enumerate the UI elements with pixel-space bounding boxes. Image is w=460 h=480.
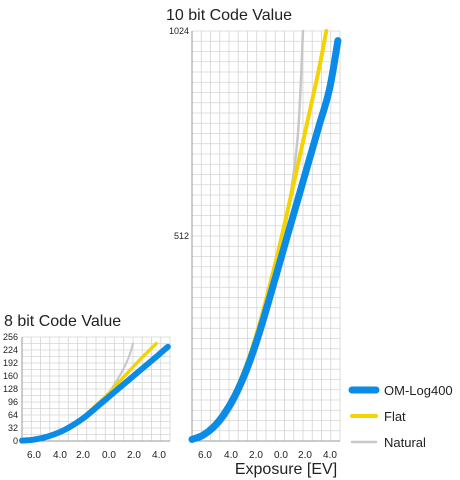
small-series-line-om-log400: [19, 343, 171, 444]
small-x-tick-label: 4.0: [53, 450, 67, 461]
large-x-tick-label: 4.0: [323, 450, 337, 461]
large-chart: 1024 512 6.0 4.0 2.0 0.0 2.0 4.0: [169, 26, 342, 461]
small-x-tick-label: 0.0: [102, 450, 116, 461]
small-y-tick-label: 64: [8, 410, 18, 420]
small-x-tick-label: 4.0: [152, 450, 166, 461]
small-y-tick-label: 192: [3, 358, 18, 368]
small-y-tick-label: 0: [13, 436, 18, 446]
small-y-tick-label: 224: [3, 345, 18, 355]
small-y-tick-label: 96: [8, 397, 18, 407]
large-x-tick-label: 2.0: [249, 450, 263, 461]
small-series-line-flat: [20, 341, 158, 443]
small-y-tick-label: 256: [3, 332, 18, 342]
small-y-tick-label: 128: [3, 384, 18, 394]
small-x-tick-label: 2.0: [76, 450, 90, 461]
large-x-tick-label: 6.0: [198, 450, 212, 461]
large-x-tick-label: 0.0: [274, 450, 288, 461]
small-x-tick-label: 6.0: [27, 450, 41, 461]
small-chart: 256 224 192 160 128 96 64 32 0 6.0 4.0 2.0 0.0 2.0 4.0: [3, 332, 171, 461]
legend-label-flat: Flat: [384, 409, 406, 424]
large-chart-title: 10 bit Code Value: [166, 7, 292, 24]
legend-label-natural: Natural: [384, 435, 426, 450]
large-series-line-om-log400: [188, 37, 342, 443]
legend-label-om-log400: OM-Log400: [384, 383, 453, 398]
large-x-tick-label: 2.0: [298, 450, 312, 461]
large-chart-grid: [191, 30, 341, 442]
small-x-tick-label: 2.0: [127, 450, 141, 461]
large-x-tick-label: 4.0: [224, 450, 238, 461]
large-y-tick-label: 1024: [169, 26, 189, 36]
large-y-tick-label: 512: [174, 231, 189, 241]
x-axis-title: Exposure [EV]: [235, 461, 337, 478]
small-y-tick-label: 32: [8, 423, 18, 433]
small-y-tick-label: 160: [3, 371, 18, 381]
small-chart-title: 8 bit Code Value: [4, 313, 121, 330]
legend: OM-Log400 Flat Natural: [348, 383, 453, 450]
